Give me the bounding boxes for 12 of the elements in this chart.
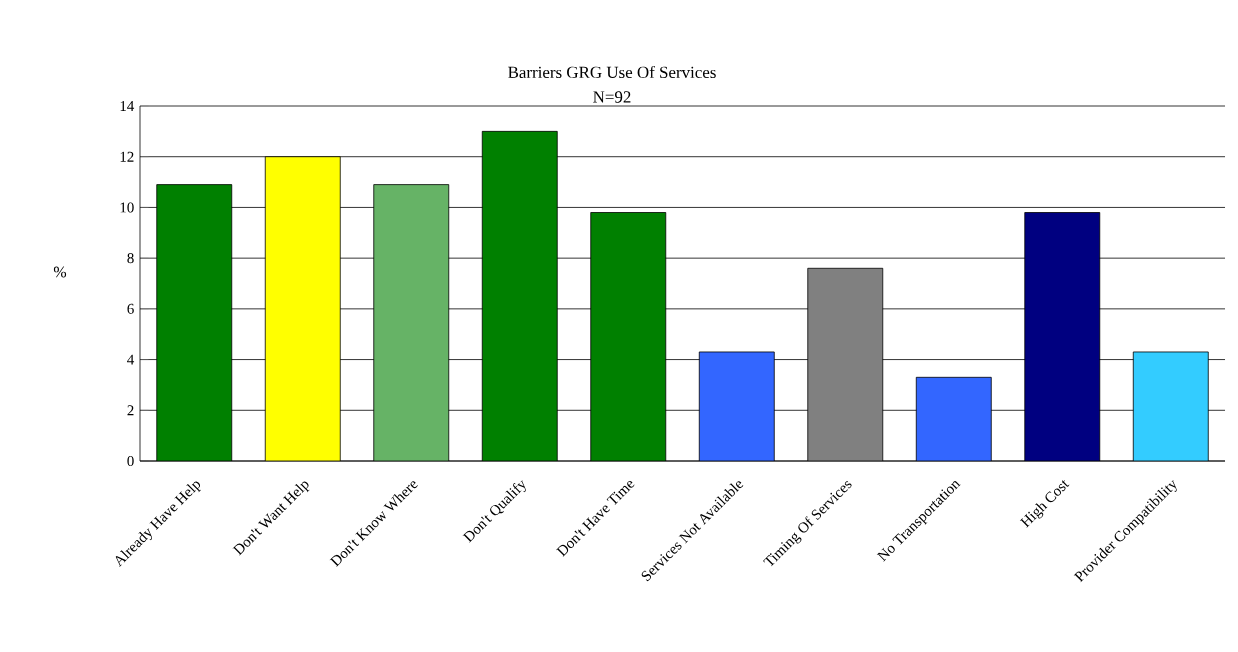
y-tick-label: 12 — [120, 151, 134, 162]
x-tick-label: High Cost — [1019, 480, 1070, 528]
y-axis-title: % — [53, 266, 67, 278]
y-tick-label: 8 — [127, 253, 134, 264]
y-tick-label: 10 — [120, 202, 134, 213]
y-tick-label: 6 — [127, 303, 134, 314]
chart-subtitle: N=92 — [593, 91, 631, 103]
y-tick-label: 0 — [127, 455, 134, 467]
y-tick-label: 14 — [120, 101, 135, 111]
y-tick-label: 2 — [127, 405, 134, 416]
chart-title: Barriers GRG Use Of Services — [508, 65, 716, 79]
y-tick-label: 4 — [127, 354, 135, 365]
